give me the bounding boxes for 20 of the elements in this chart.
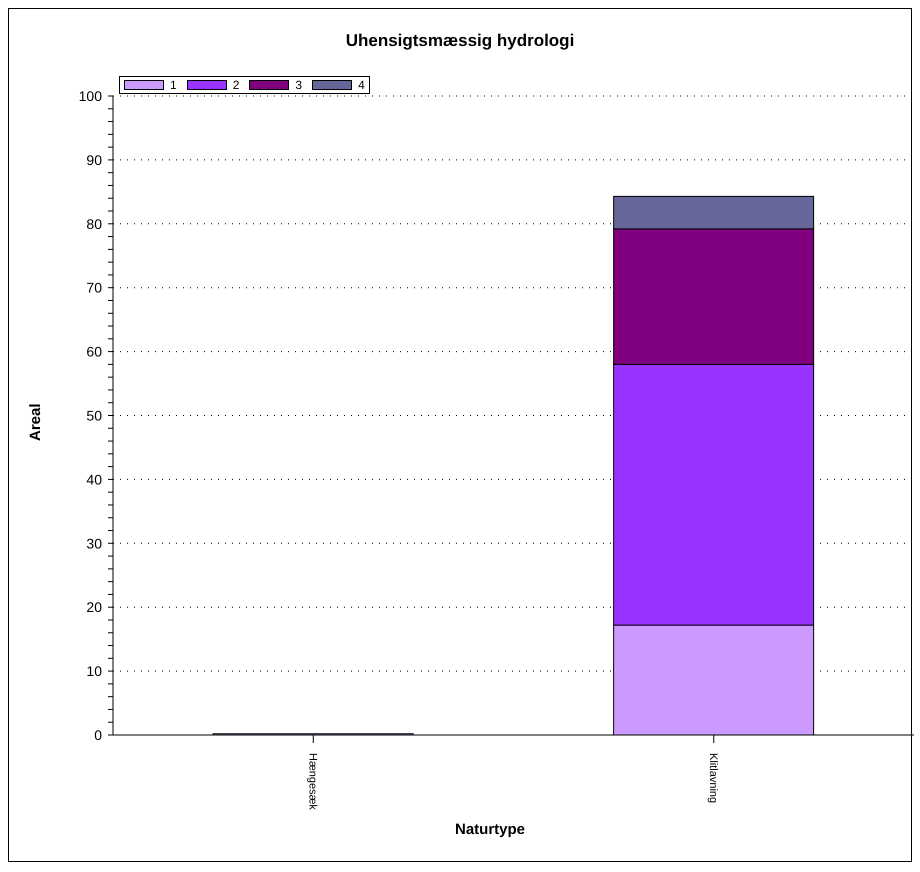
y-axis-title: Areal bbox=[27, 403, 44, 441]
legend-label: 3 bbox=[295, 78, 302, 92]
y-tick-label: 100 bbox=[78, 88, 102, 104]
legend-label: 4 bbox=[358, 78, 365, 92]
x-tick-label: Hængesæk bbox=[306, 753, 318, 810]
x-axis-title: Naturtype bbox=[454, 821, 525, 838]
chart-title: Uhensigtsmæssig hydrologi bbox=[344, 31, 576, 51]
y-tick-label: 0 bbox=[94, 727, 102, 743]
y-tick-label: 40 bbox=[86, 471, 102, 488]
legend-label: 1 bbox=[170, 78, 177, 92]
y-tick-label: 70 bbox=[86, 280, 102, 296]
y-tick-label: 80 bbox=[86, 216, 102, 232]
y-tick-label: 10 bbox=[86, 663, 102, 680]
y-tick-label: 90 bbox=[86, 152, 102, 168]
y-tick-label: 20 bbox=[86, 599, 102, 616]
y-tick-label: 60 bbox=[86, 344, 102, 360]
x-tick-label: Klitlavning bbox=[706, 753, 719, 804]
y-tick-label: 30 bbox=[86, 535, 102, 552]
y-tick-label: 50 bbox=[86, 408, 102, 424]
legend-label: 2 bbox=[232, 78, 240, 92]
